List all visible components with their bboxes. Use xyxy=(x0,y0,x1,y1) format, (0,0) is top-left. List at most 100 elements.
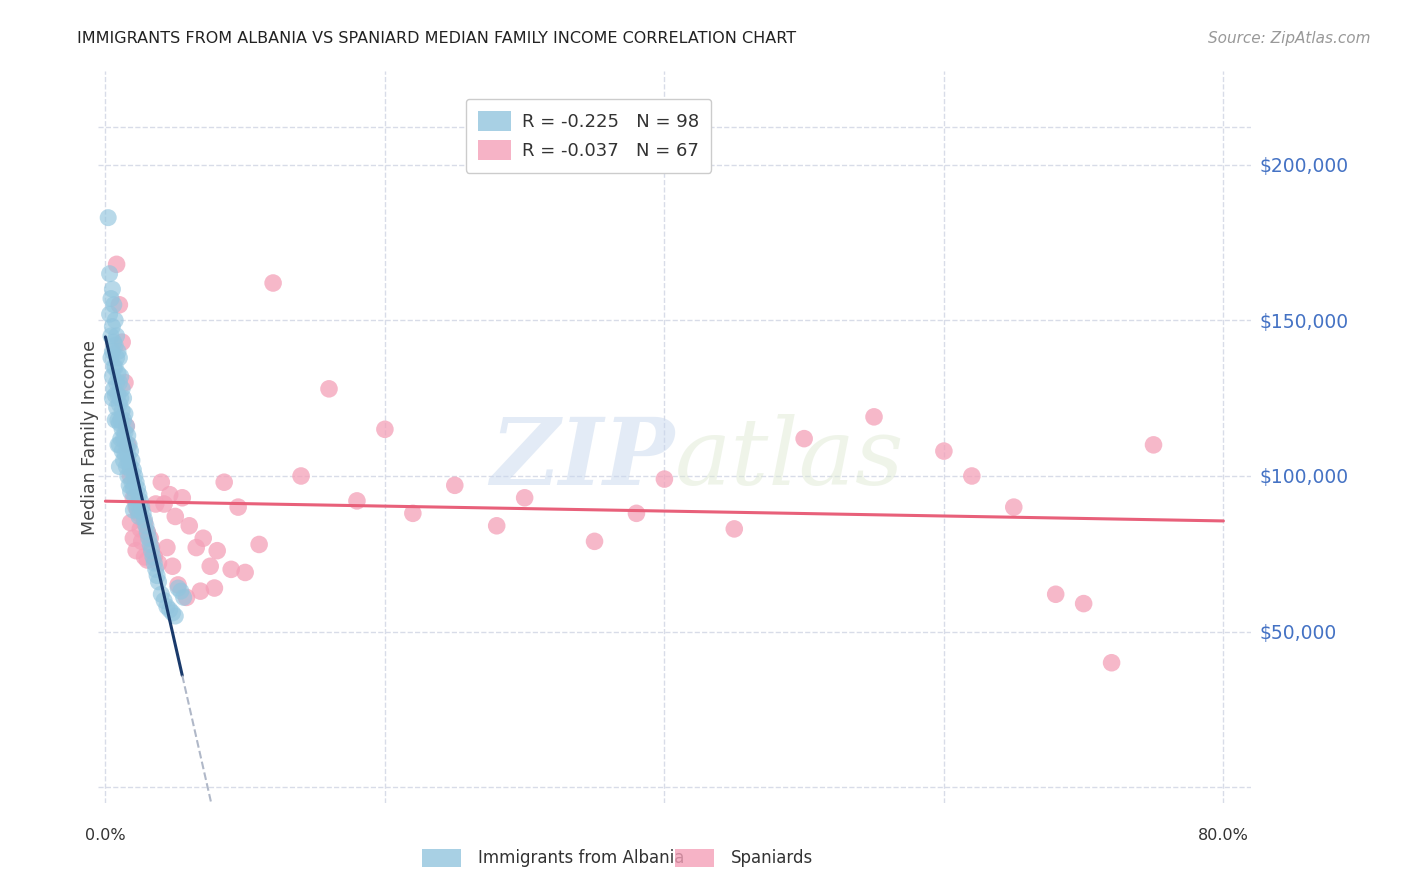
Point xyxy=(107,388,129,402)
Point xyxy=(128,509,150,524)
Point xyxy=(103,359,125,374)
Text: Source: ZipAtlas.com: Source: ZipAtlas.com xyxy=(1208,31,1371,46)
Point xyxy=(129,522,152,536)
Y-axis label: Median Family Income: Median Family Income xyxy=(82,340,98,534)
Point xyxy=(104,359,127,374)
Point xyxy=(172,491,194,505)
Point xyxy=(108,376,131,390)
Point xyxy=(100,351,122,365)
Point xyxy=(108,438,131,452)
Point xyxy=(120,444,142,458)
Point xyxy=(105,401,128,415)
Point xyxy=(104,388,127,402)
Point xyxy=(129,494,152,508)
Point xyxy=(128,506,150,520)
Text: 80.0%: 80.0% xyxy=(1198,828,1249,843)
Point xyxy=(111,335,134,350)
Point xyxy=(120,463,142,477)
Point xyxy=(346,494,368,508)
Point xyxy=(148,574,170,589)
Point xyxy=(932,444,955,458)
Point xyxy=(262,276,284,290)
Point xyxy=(111,444,134,458)
Point xyxy=(141,543,163,558)
Point xyxy=(115,438,138,452)
Point xyxy=(318,382,340,396)
Point xyxy=(145,497,167,511)
Point xyxy=(1045,587,1067,601)
Point xyxy=(114,407,136,421)
Point xyxy=(122,531,145,545)
Point xyxy=(104,338,127,352)
Point xyxy=(101,391,124,405)
Point xyxy=(125,475,148,490)
Point xyxy=(583,534,606,549)
Point xyxy=(100,329,122,343)
Point xyxy=(167,581,190,595)
Point xyxy=(100,292,122,306)
Point xyxy=(101,319,124,334)
Point xyxy=(110,369,132,384)
Point xyxy=(103,335,125,350)
Point xyxy=(112,453,135,467)
Point xyxy=(127,482,149,496)
Point xyxy=(104,313,127,327)
Point xyxy=(290,469,312,483)
Point xyxy=(98,267,121,281)
Point xyxy=(125,497,148,511)
Point xyxy=(145,562,167,576)
Point xyxy=(159,603,181,617)
Point xyxy=(108,459,131,474)
Point xyxy=(136,553,159,567)
Point xyxy=(98,307,121,321)
Point xyxy=(200,559,222,574)
Point xyxy=(654,472,676,486)
Point xyxy=(150,475,173,490)
Point xyxy=(143,556,166,570)
Point xyxy=(124,491,146,505)
Point xyxy=(960,469,983,483)
Point xyxy=(107,344,129,359)
Point xyxy=(117,438,139,452)
Point xyxy=(136,524,159,539)
Text: atlas: atlas xyxy=(675,414,904,504)
Point xyxy=(105,351,128,365)
Point xyxy=(138,531,160,545)
Point xyxy=(110,391,132,405)
Point xyxy=(142,549,165,564)
Point xyxy=(111,403,134,417)
Point xyxy=(190,584,212,599)
Point xyxy=(193,531,215,545)
Point xyxy=(125,543,148,558)
Point xyxy=(136,524,159,539)
Point xyxy=(103,382,125,396)
Point xyxy=(105,257,128,271)
Point xyxy=(863,409,886,424)
Point xyxy=(101,344,124,359)
Point xyxy=(202,581,225,595)
Point xyxy=(108,416,131,430)
Point xyxy=(117,469,139,483)
Text: IMMIGRANTS FROM ALBANIA VS SPANIARD MEDIAN FAMILY INCOME CORRELATION CHART: IMMIGRANTS FROM ALBANIA VS SPANIARD MEDI… xyxy=(77,31,796,46)
Point xyxy=(1002,500,1025,515)
Point xyxy=(485,518,508,533)
Point xyxy=(219,562,242,576)
Point xyxy=(132,506,155,520)
Point xyxy=(122,503,145,517)
Point xyxy=(179,518,201,533)
Point xyxy=(108,351,131,365)
Point xyxy=(143,549,166,564)
Point xyxy=(156,541,179,555)
Point xyxy=(115,459,138,474)
Point xyxy=(513,491,536,505)
Point xyxy=(101,369,124,384)
Point xyxy=(139,531,162,545)
Point xyxy=(112,391,135,405)
Point xyxy=(122,463,145,477)
Point xyxy=(1142,438,1164,452)
Point xyxy=(115,419,138,434)
Point xyxy=(118,457,141,471)
Point xyxy=(111,382,134,396)
Point xyxy=(118,478,141,492)
Point xyxy=(97,211,120,225)
